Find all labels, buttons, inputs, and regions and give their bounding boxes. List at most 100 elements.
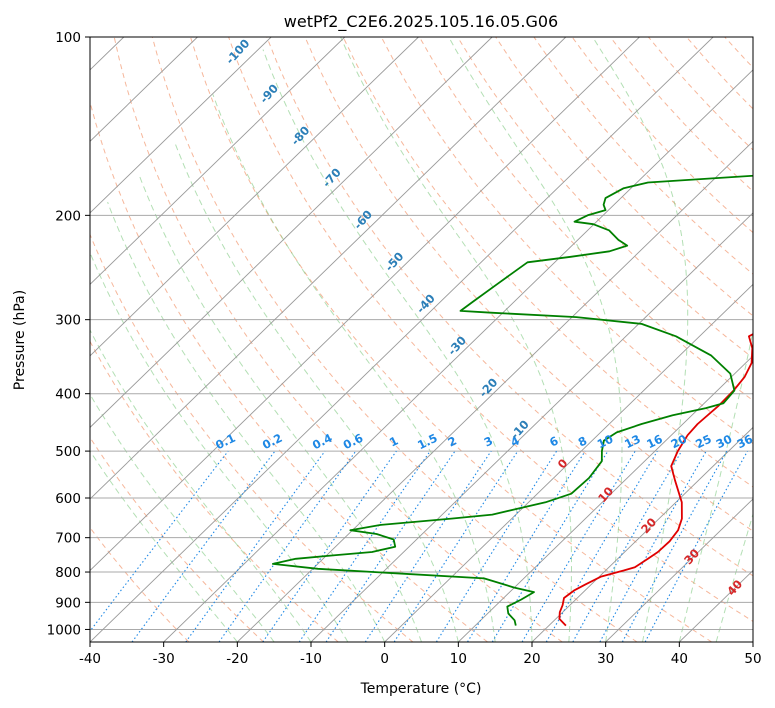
isotherm [531,426,753,642]
dry-adiabat-label: -40 [413,291,437,316]
temperature-profile [558,333,753,627]
y-tick-label: 600 [55,491,81,507]
dry-adiabat [90,436,264,642]
moist-adiabat-label: 30 [681,546,702,567]
moist-adiabat [678,328,753,642]
dry-adiabat [266,37,753,577]
mixing-ratio-label: 13 [622,432,643,452]
moist-adiabat [90,328,312,642]
y-tick-label: 800 [55,565,81,581]
x-tick-label: -20 [226,651,248,667]
dry-adiabat [648,37,753,151]
mixing-ratio-line [185,450,326,642]
mixing-ratio-line [90,450,229,633]
x-axis-label: Temperature (°C) [360,681,482,697]
mixing-ratio-line [621,450,728,642]
dry-adiabat-label: -50 [382,249,406,274]
y-axis-label: Pressure (hPa) [12,290,28,390]
moist-adiabat [90,251,349,642]
y-tick-label: 900 [55,595,81,611]
moist-adiabat [138,173,422,642]
dry-adiabat [763,37,775,642]
mixing-ratio-label: 2 [446,433,459,449]
plot-frame [89,36,754,643]
dewpoint-profile [272,174,753,626]
mixing-ratio-line [393,450,519,642]
mixing-ratio-label: 16 [644,432,665,452]
x-tick-label: -30 [153,651,175,667]
dry-adiabat-label: -80 [288,123,312,148]
moist-adiabat [262,49,533,642]
moist-adiabat-label: 10 [595,484,616,505]
mixing-ratio-line [599,450,707,642]
mixing-ratio-label: 30 [714,432,735,452]
dry-adiabat [90,99,488,642]
mixing-ratio-line [644,450,748,642]
y-tick-label: 400 [55,387,81,403]
mixing-ratio-label: 0.1 [213,431,237,453]
isotherm [90,37,272,214]
moist-adiabat-label: 0 [555,456,571,471]
isotherm [90,37,493,429]
mixing-ratio-line [521,450,636,642]
moist-adiabat [592,37,689,642]
mixing-ratio-line [298,450,431,642]
mixing-ratio-line [364,450,492,642]
isotherm [237,140,753,642]
mixing-ratio-line [325,450,456,642]
moist-adiabat [715,512,753,642]
isotherm [458,355,753,642]
chart-title: wetPf2_C2E6.2025.105.16.05.G06 [284,12,558,32]
x-tick-label: 30 [597,651,614,667]
y-tick-label: 500 [55,444,81,460]
isotherm [90,37,346,286]
isotherm [90,37,714,642]
isotherm [310,212,753,642]
mixing-ratio-label: 0.4 [310,431,334,453]
mixing-ratio-line [572,450,683,642]
isotherm [90,37,419,357]
x-tick-label: 20 [523,651,540,667]
x-tick-label: 40 [671,651,688,667]
dry-adiabat [457,37,753,359]
y-tick-label: 300 [55,313,81,329]
dry-adiabat [90,340,339,642]
mixing-ratio-label: 0.2 [260,431,284,453]
mixing-ratio-label: 10 [595,432,616,452]
mixing-ratio-line [218,450,357,642]
mixing-ratio-label: 20 [669,432,690,452]
y-tick-label: 100 [55,30,81,46]
mixing-ratio-line [262,450,397,642]
moist-adiabat [340,37,572,642]
isotherm [90,37,567,500]
mixing-ratio-label: 1 [387,433,400,449]
isotherm [163,69,753,642]
mixing-ratio-line [467,450,586,642]
y-tick-label: 200 [55,208,81,224]
dry-adiabat-label: -30 [445,333,469,358]
dry-adiabat [571,37,753,234]
moist-adiabat [107,201,386,642]
mixing-ratio-line [491,450,609,642]
dry-adiabat-label: -70 [319,165,343,190]
dry-adiabat [228,37,753,622]
isotherm [752,641,753,642]
dry-adiabat [342,37,753,488]
moist-adiabat-label: 20 [638,515,659,536]
x-tick-label: -10 [300,651,322,667]
dry-adiabat [304,37,753,532]
y-tick-label: 1000 [47,622,81,638]
moist-adiabat [212,94,496,642]
x-tick-label: 50 [744,651,761,667]
isotherm [605,498,753,642]
dry-adiabat [151,37,638,642]
isotherm [90,37,640,572]
moist-adiabat [90,450,238,642]
x-tick-label: -40 [79,651,101,667]
x-tick-label: 0 [380,651,389,667]
mixing-ratio-line [545,450,658,642]
dry-adiabat [418,37,753,402]
mixing-ratio-label: 36 [735,432,756,452]
